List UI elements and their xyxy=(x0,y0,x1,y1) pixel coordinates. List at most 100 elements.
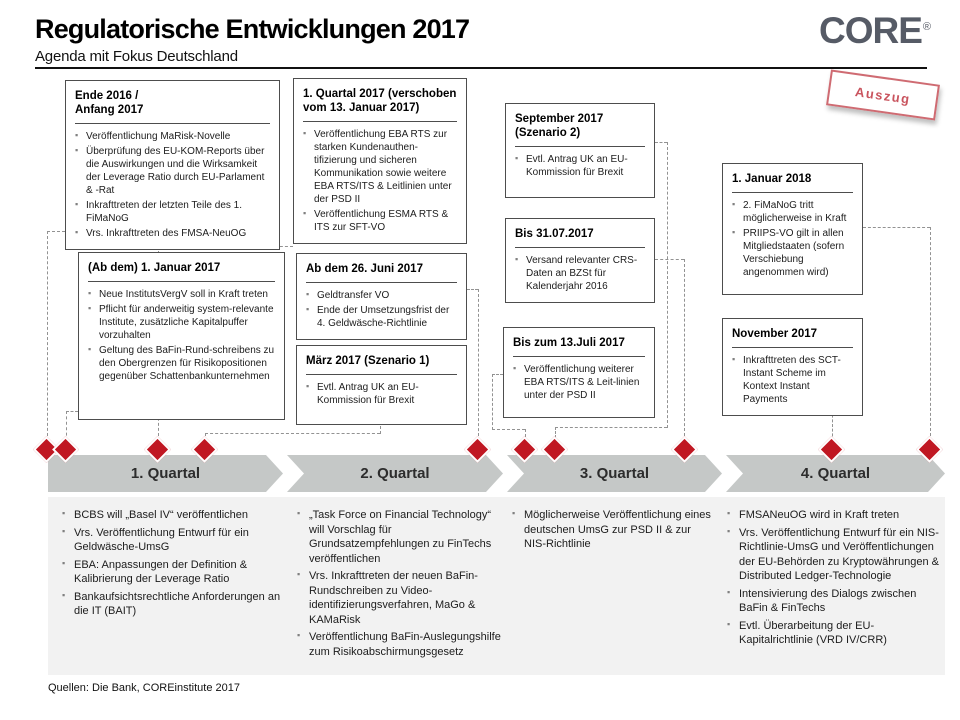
bullet-item: Pflicht für anderweitig system-relevante… xyxy=(88,303,275,342)
connector-line xyxy=(555,427,667,428)
connector-line xyxy=(66,411,67,441)
header-divider xyxy=(35,67,927,69)
registered-mark-icon: ® xyxy=(922,20,931,33)
event-box-title: 1. Januar 2018 xyxy=(732,172,853,194)
bullet-item: Möglicherweise Veröffentlichung eines de… xyxy=(512,508,714,552)
event-box-list: Neue InstitutsVergV soll in Kraft treten… xyxy=(88,288,275,383)
connector-line xyxy=(492,429,525,430)
event-box-maerz-2017-szenario-1: März 2017 (Szenario 1) Evtl. Antrag UK a… xyxy=(296,345,467,425)
event-box-list: Versand relevanter CRS-Daten an BZSt für… xyxy=(515,254,645,293)
connector-line xyxy=(492,374,503,375)
page-title: Regulatorische Entwicklungen 2017 xyxy=(35,14,470,44)
event-box-list: Veröffentlichung weiterer EBA RTS/ITS & … xyxy=(513,363,645,402)
event-box-bis-13-juli-2017: Bis zum 13.Juli 2017 Veröffentlichung we… xyxy=(503,327,655,418)
timeline-arrow-q4: 4. Quartal xyxy=(726,455,945,492)
bullet-item: Vrs. Inkrafttreten des FMSA-NeuOG xyxy=(75,227,270,240)
bullet-item: Geltung des BaFin-Rund-schreibens zu den… xyxy=(88,344,275,383)
bullet-item: Evtl. Antrag UK an EU-Kommission für Bre… xyxy=(306,381,457,407)
bullet-item: Intensivierung des Dialogs zwischen BaFi… xyxy=(727,587,941,616)
event-box-title: Bis zum 13.Juli 2017 xyxy=(513,336,645,358)
sources-note: Quellen: Die Bank, COREinstitute 2017 xyxy=(48,682,240,694)
connector-line xyxy=(478,289,479,441)
bullet-item: Versand relevanter CRS-Daten an BZSt für… xyxy=(515,254,645,293)
connector-line xyxy=(205,433,380,434)
event-box-title: März 2017 (Szenario 1) xyxy=(306,354,457,376)
event-box-title: Ende 2016 / Anfang 2017 xyxy=(75,89,270,125)
connector-line xyxy=(47,231,48,441)
bullet-item: Inkrafttreten der letzten Teile des 1. F… xyxy=(75,199,270,225)
event-box-bis-31-07-2017: Bis 31.07.2017 Versand relevanter CRS-Da… xyxy=(505,218,655,304)
event-box-list: 2. FiMaNoG tritt möglicherweise in Kraft… xyxy=(732,199,853,279)
connector-line xyxy=(380,426,381,434)
connector-line xyxy=(667,142,668,428)
bullet-item: Ende der Umsetzungsfrist der 4. Geldwäsc… xyxy=(306,304,457,330)
event-box-list: Inkrafttreten des SCT-Instant Scheme im … xyxy=(732,354,853,406)
connector-line xyxy=(47,231,65,232)
bullet-item: Bankaufsichtsrechtliche Anforderungen an… xyxy=(62,590,284,619)
event-box-september-2017-szenario-2: September 2017 (Szenario 2) Evtl. Antrag… xyxy=(505,103,655,198)
event-box-title: 1. Quartal 2017 (verschoben vom 13. Janu… xyxy=(303,87,457,123)
bullet-item: 2. FiMaNoG tritt möglicherweise in Kraft xyxy=(732,199,853,225)
event-box-list: Veröffentlichung MaRisk-Novelle Überprüfu… xyxy=(75,130,270,240)
timeline-arrow-q2: 2. Quartal xyxy=(287,455,503,492)
bullet-item: Veröffentlichung BaFin-Auslegungshilfe z… xyxy=(297,630,503,659)
event-box-title: Ab dem 26. Juni 2017 xyxy=(306,262,457,284)
quarter-bullet-list: Möglicherweise Veröffentlichung eines de… xyxy=(512,508,714,552)
connector-line xyxy=(66,411,78,412)
bullet-item: BCBS will „Basel IV“ veröffentlichen xyxy=(62,508,284,523)
core-logo-text: CORE xyxy=(818,10,923,51)
connector-line xyxy=(492,374,493,430)
bullet-item: EBA: Anpassungen der Definition & Kalibr… xyxy=(62,558,284,587)
bullet-item: Veröffentlichung MaRisk-Novelle xyxy=(75,130,270,143)
bullet-item: Veröffentlichung EBA RTS zur starken Kun… xyxy=(303,128,457,206)
connector-line xyxy=(684,259,685,441)
connector-line xyxy=(655,142,667,143)
timeline-arrow-q3: 3. Quartal xyxy=(507,455,722,492)
event-box-ende-2016-anfang-2017: Ende 2016 / Anfang 2017 Veröffentlichung… xyxy=(65,80,280,251)
bullet-item: Vrs. Inkrafttreten der neuen BaFin-Runds… xyxy=(297,569,503,627)
event-box-list: Geldtransfer VO Ende der Umsetzungsfrist … xyxy=(306,289,457,330)
bullet-item: Veröffentlichung ESMA RTS & ITS zur SFT-… xyxy=(303,208,457,234)
auszug-stamp: Auszug xyxy=(826,69,940,121)
core-logo: CORE® xyxy=(818,10,931,52)
event-box-1-januar-2017: (Ab dem) 1. Januar 2017 Neue InstitutsVe… xyxy=(78,252,285,420)
connector-line xyxy=(863,227,930,228)
quarter-details-q1: BCBS will „Basel IV“ veröffentlichen Vrs.… xyxy=(62,508,284,622)
event-box-title: (Ab dem) 1. Januar 2017 xyxy=(88,261,275,283)
bullet-item: „Task Force on Financial Technology“ wil… xyxy=(297,508,503,566)
event-box-title: Bis 31.07.2017 xyxy=(515,227,645,249)
bullet-item: Geldtransfer VO xyxy=(306,289,457,302)
connector-line xyxy=(655,259,684,260)
event-box-title: November 2017 xyxy=(732,327,853,349)
timeline-arrow-q1: 1. Quartal xyxy=(48,455,283,492)
quarter-bullet-list: „Task Force on Financial Technology“ wil… xyxy=(297,508,503,659)
quarter-label: 1. Quartal xyxy=(130,465,201,482)
bullet-item: Veröffentlichung weiterer EBA RTS/ITS & … xyxy=(513,363,645,402)
quarter-details-q3: Möglicherweise Veröffentlichung eines de… xyxy=(512,508,714,555)
bullet-item: Neue InstitutsVergV soll in Kraft treten xyxy=(88,288,275,301)
event-box-1-januar-2018: 1. Januar 2018 2. FiMaNoG tritt mögliche… xyxy=(722,163,863,295)
page-subtitle: Agenda mit Fokus Deutschland xyxy=(35,48,238,65)
bullet-item: Evtl. Überarbeitung der EU-Kapitalrichtl… xyxy=(727,619,941,648)
event-box-list: Veröffentlichung EBA RTS zur starken Kun… xyxy=(303,128,457,234)
bullet-item: Vrs. Veröffentlichung Entwurf für ein Ge… xyxy=(62,526,284,555)
bullet-item: FMSANeuOG wird in Kraft treten xyxy=(727,508,941,523)
connector-line xyxy=(525,429,526,442)
quarter-bullet-list: BCBS will „Basel IV“ veröffentlichen Vrs.… xyxy=(62,508,284,619)
bullet-item: PRIIPS-VO gilt in allen Mitgliedstaaten … xyxy=(732,227,853,279)
quarter-details-q4: FMSANeuOG wird in Kraft treten Vrs. Veröf… xyxy=(727,508,941,651)
bullet-item: Inkrafttreten des SCT-Instant Scheme im … xyxy=(732,354,853,406)
bullet-item: Überprüfung des EU-KOM-Reports über die … xyxy=(75,145,270,197)
event-box-26-juni-2017: Ab dem 26. Juni 2017 Geldtransfer VO Ende… xyxy=(296,253,467,341)
event-box-list: Evtl. Antrag UK an EU-Kommission für Bre… xyxy=(306,381,457,407)
connector-line xyxy=(467,289,478,290)
auszug-stamp-label: Auszug xyxy=(854,83,912,107)
bullet-item: Vrs. Veröffentlichung Entwurf für ein NI… xyxy=(727,526,941,584)
quarter-label: 2. Quartal xyxy=(360,465,430,482)
quarter-label: 4. Quartal xyxy=(800,465,871,482)
quarter-label: 3. Quartal xyxy=(579,465,650,482)
event-box-1-quartal-2017: 1. Quartal 2017 (verschoben vom 13. Janu… xyxy=(293,78,467,245)
bullet-item: Evtl. Antrag UK an EU-Kommission für Bre… xyxy=(515,153,645,179)
event-box-november-2017: November 2017 Inkrafttreten des SCT-Inst… xyxy=(722,318,863,417)
